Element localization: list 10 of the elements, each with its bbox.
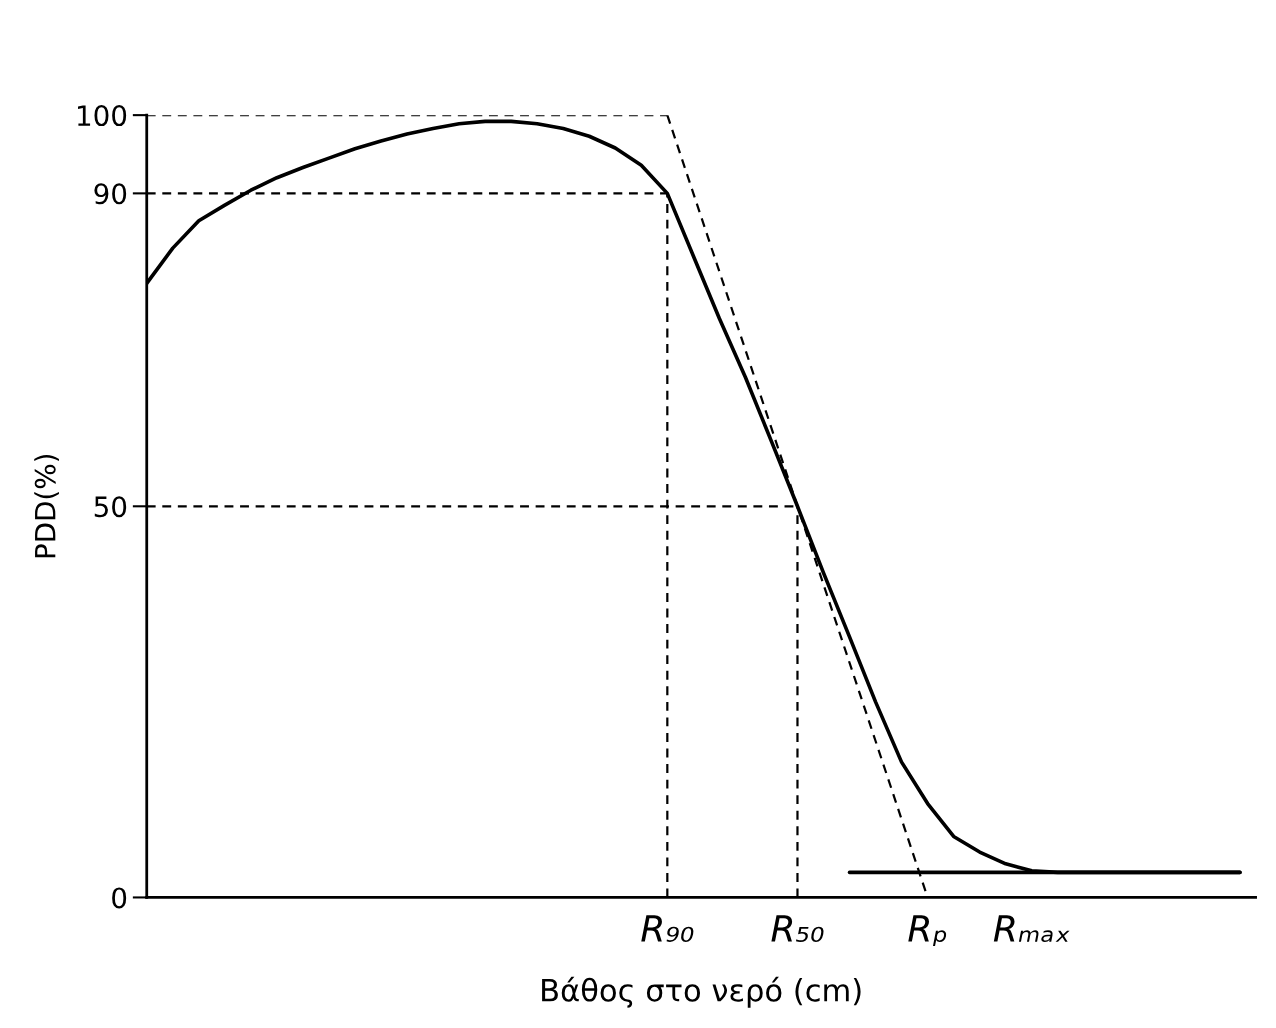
- x-axis-title: Βάθος στο νερό (cm): [542, 976, 861, 1008]
- y-axis-title: PDD(%): [34, 454, 59, 558]
- y-tick-label: 90: [94, 183, 127, 205]
- x-tick-label: Rₚ: [908, 915, 947, 946]
- x-tick-label: R₉₀: [641, 915, 694, 942]
- x-tick-label: Rₘₐₓ: [993, 915, 1070, 942]
- x-tick-label: R₅₀: [771, 915, 824, 942]
- y-tick-label: 100: [78, 105, 127, 127]
- y-tick-label: 50: [94, 496, 127, 518]
- y-tick-label: 0: [112, 887, 127, 909]
